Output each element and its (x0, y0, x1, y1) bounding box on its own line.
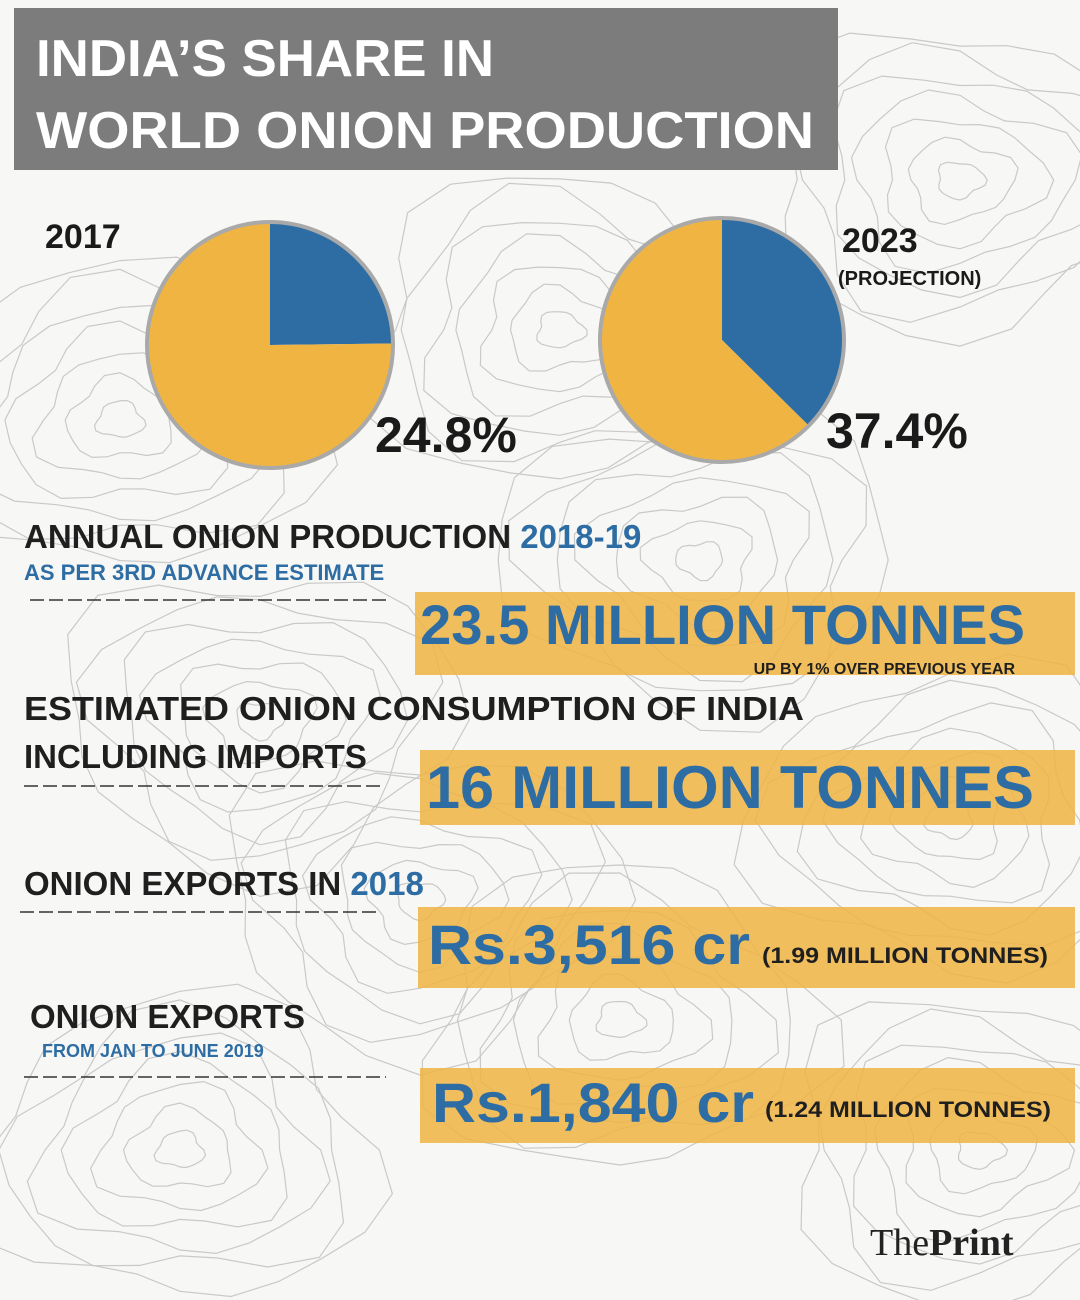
pie-rim (598, 216, 846, 464)
stat-heading: ONION EXPORTS IN 2018 (24, 865, 424, 902)
stat-value: 16 MILLION TONNES (426, 754, 1034, 821)
contour (366, 177, 787, 480)
stat-heading: INCLUDING IMPORTS (24, 738, 367, 775)
contour (800, 1001, 1080, 1300)
stat-heading: ANNUAL ONION PRODUCTION 2018-19 (24, 518, 641, 555)
contour (93, 399, 147, 438)
heading-highlight: 2018 (350, 865, 423, 902)
contour (907, 136, 1019, 226)
contour (536, 311, 588, 349)
contour (818, 1008, 1080, 1291)
pie-subtitle: (PROJECTION) (838, 268, 981, 290)
contour (778, 32, 1080, 347)
pie-rim (145, 220, 395, 470)
stat-subheading: AS PER 3RD ADVANCE ESTIMATE (24, 560, 384, 585)
contour (0, 999, 345, 1268)
pie-slice (270, 222, 393, 345)
contour (850, 89, 1080, 274)
value-label: 37.4% (826, 403, 968, 459)
pie-title: 2023 (842, 222, 918, 260)
pie-slice (722, 218, 844, 426)
heading-highlight: 2018-19 (520, 518, 641, 555)
contour (479, 266, 654, 393)
logo-the: The (870, 1222, 929, 1264)
charts: 24.8% 2017 37.4% 2023 (PROJECTION) (45, 216, 981, 470)
contour (884, 118, 1055, 250)
value-box (418, 907, 1075, 988)
stat-heading: ONION EXPORTS (30, 998, 305, 1035)
contour (0, 983, 394, 1298)
logo: ThePrint (870, 1222, 1014, 1264)
value-box (415, 592, 1075, 675)
heading-text: ANNUAL ONION PRODUCTION (24, 518, 511, 555)
contour (455, 233, 675, 417)
contour (852, 1044, 1080, 1265)
stat-value: Rs.1,840 cr (432, 1071, 754, 1134)
contour (794, 42, 1080, 323)
stat-value: 23.5 MILLION TONNES (420, 593, 1025, 656)
logo-print: Print (929, 1222, 1014, 1264)
stat-note: (1.99 MILLION TONNES) (762, 943, 1048, 968)
pie-slice (146, 222, 393, 469)
contour (831, 75, 1080, 299)
contour (89, 1080, 269, 1212)
contour (60, 1050, 288, 1228)
contour (138, 638, 381, 813)
stat-subheading: FROM JAN TO JUNE 2019 (42, 1041, 264, 1061)
contour (595, 1000, 648, 1039)
contour (180, 662, 347, 794)
contour (75, 596, 444, 861)
pie-title: 2017 (45, 218, 121, 256)
contour (937, 161, 988, 201)
contour (675, 541, 724, 582)
contour (67, 581, 470, 898)
contour (508, 434, 868, 692)
heading-text: ONION EXPORTS IN (24, 865, 341, 902)
title-box (14, 8, 838, 170)
contour (639, 520, 753, 602)
stat-note: UP BY 1% OVER PREVIOUS YEAR (754, 661, 1016, 678)
contour (400, 182, 735, 463)
contour (122, 1102, 232, 1188)
stat-heading: ESTIMATED ONION CONSUMPTION OF INDIA (24, 690, 804, 727)
stat-note: (1.24 MILLION TONNES) (765, 1097, 1051, 1122)
contour (201, 680, 318, 765)
pie-slice (599, 217, 809, 462)
title-line: WORLD ONION PRODUCTION (36, 102, 814, 160)
stat-value: Rs.3,516 cr (428, 913, 750, 976)
contour (123, 621, 409, 846)
title-line: INDIA’S SHARE IN (36, 30, 494, 88)
value-box (420, 1068, 1075, 1143)
contour (26, 1032, 331, 1255)
contour (568, 973, 674, 1061)
contour (509, 283, 616, 372)
value-label: 24.8% (375, 407, 517, 463)
value-box (420, 750, 1075, 825)
contour (64, 372, 172, 459)
contour (153, 1129, 207, 1169)
contour (236, 702, 286, 742)
